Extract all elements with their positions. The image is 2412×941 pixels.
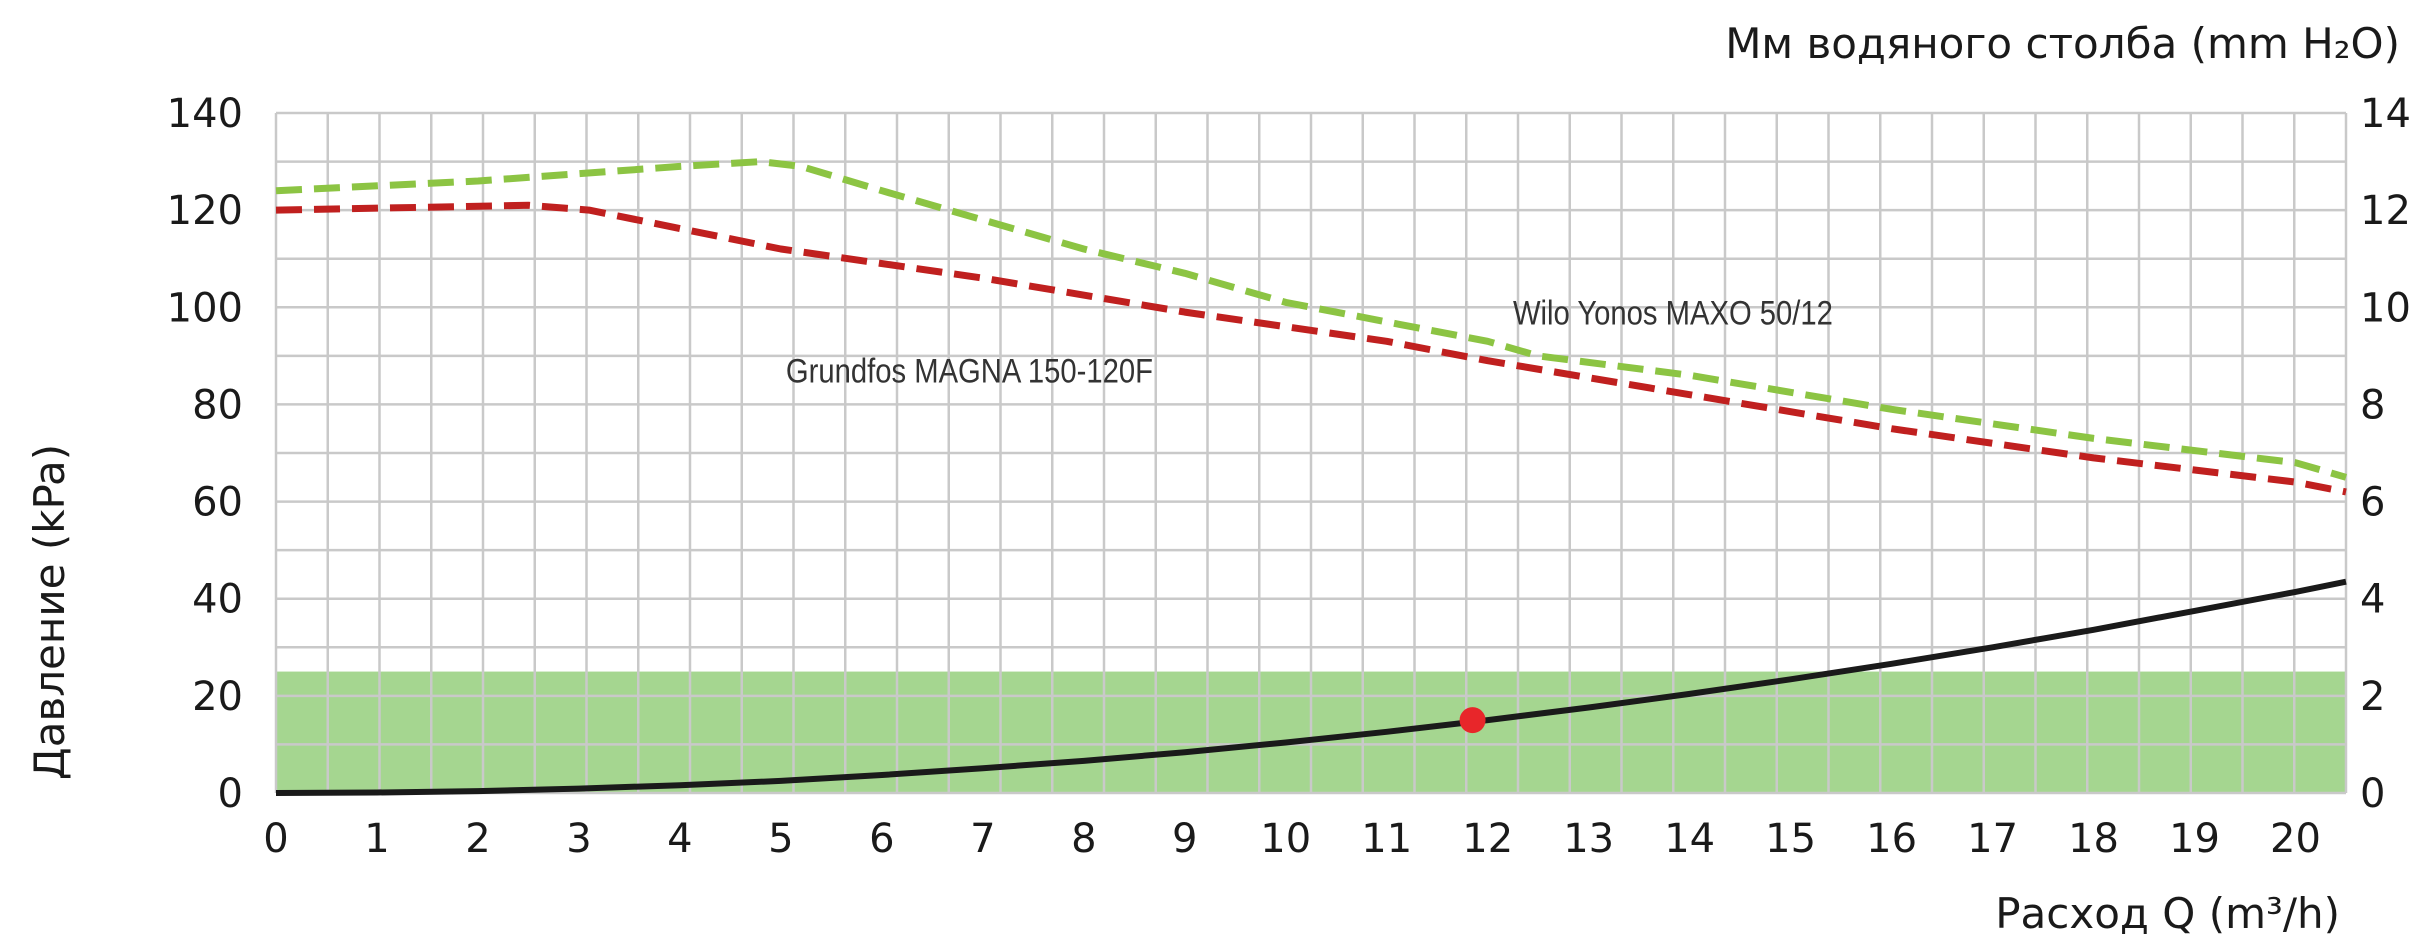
y2-axis-title: Мм водяного столба (mm H₂O) <box>1725 19 2400 68</box>
x-tick-label: 1 <box>364 816 389 862</box>
x-tick-label: 7 <box>970 816 995 862</box>
y-tick-label: 120 <box>167 188 243 234</box>
y2-tick-label: 4 <box>2360 577 2385 623</box>
y2-tick-label: 10 <box>2360 285 2411 331</box>
x-tick-label: 8 <box>1071 816 1096 862</box>
y-tick-label: 0 <box>218 771 243 817</box>
y2-tick-label: 2 <box>2360 674 2385 720</box>
x-tick-label: 6 <box>869 816 894 862</box>
x-tick-label: 12 <box>1462 816 1513 862</box>
y2-tick-label: 6 <box>2360 480 2385 526</box>
system-curve <box>275 578 2347 796</box>
x-tick-label: 9 <box>1172 816 1197 862</box>
y-tick-label: 100 <box>167 285 243 331</box>
y-tick-label: 80 <box>192 382 243 428</box>
x-tick-label: 3 <box>566 816 591 862</box>
y2-tick-label: 0 <box>2360 771 2385 817</box>
x-tick-label: 13 <box>1563 816 1614 862</box>
y-tick-label: 40 <box>192 577 243 623</box>
y-tick-label: 60 <box>192 480 243 526</box>
operating-point-marker <box>1459 707 1486 734</box>
y-tick-labels: 0 20 40 60 80 100 120 140 <box>167 91 243 817</box>
x-tick-label: 18 <box>2068 816 2119 862</box>
x-tick-label: 19 <box>2169 816 2220 862</box>
x-tick-label: 16 <box>1866 816 1917 862</box>
y-axis-title: Давление (kPa) <box>25 444 74 780</box>
x-tick-label: 5 <box>768 816 793 862</box>
x-tick-labels: 0 1 2 3 4 5 6 7 8 9 10 11 12 13 14 15 16 17 18 19 20 <box>263 816 2321 862</box>
x-tick-label: 2 <box>465 816 490 862</box>
series-lines <box>275 158 2347 796</box>
x-tick-label: 0 <box>263 816 288 862</box>
y2-tick-label: 8 <box>2360 382 2385 428</box>
y-tick-label: 20 <box>192 674 243 720</box>
x-axis-title: Расход Q (m³/h) <box>1995 889 2340 938</box>
y2-tick-labels: 0 2 4 6 8 10 12 14 <box>2360 91 2411 817</box>
y-tick-label: 140 <box>167 91 243 137</box>
x-tick-label: 20 <box>2270 816 2321 862</box>
grundfos-curve <box>275 201 2347 496</box>
chart-grid <box>274 111 2348 795</box>
y2-tick-label: 14 <box>2360 91 2411 137</box>
y2-tick-label: 12 <box>2360 188 2411 234</box>
x-tick-label: 17 <box>1967 816 2018 862</box>
label-wilo: Wilo Yonos MAXO 50/12 <box>1513 293 1833 332</box>
wilo-curve <box>275 158 2347 481</box>
x-tick-label: 11 <box>1361 816 1412 862</box>
x-tick-label: 10 <box>1260 816 1311 862</box>
label-grundfos: Grundfos MAGNA 150-120F <box>786 351 1153 390</box>
x-tick-label: 15 <box>1765 816 1816 862</box>
x-tick-label: 14 <box>1664 816 1715 862</box>
x-tick-label: 4 <box>667 816 692 862</box>
series-labels: Grundfos MAGNA 150-120F Wilo Yonos MAXO 5… <box>786 293 1833 390</box>
